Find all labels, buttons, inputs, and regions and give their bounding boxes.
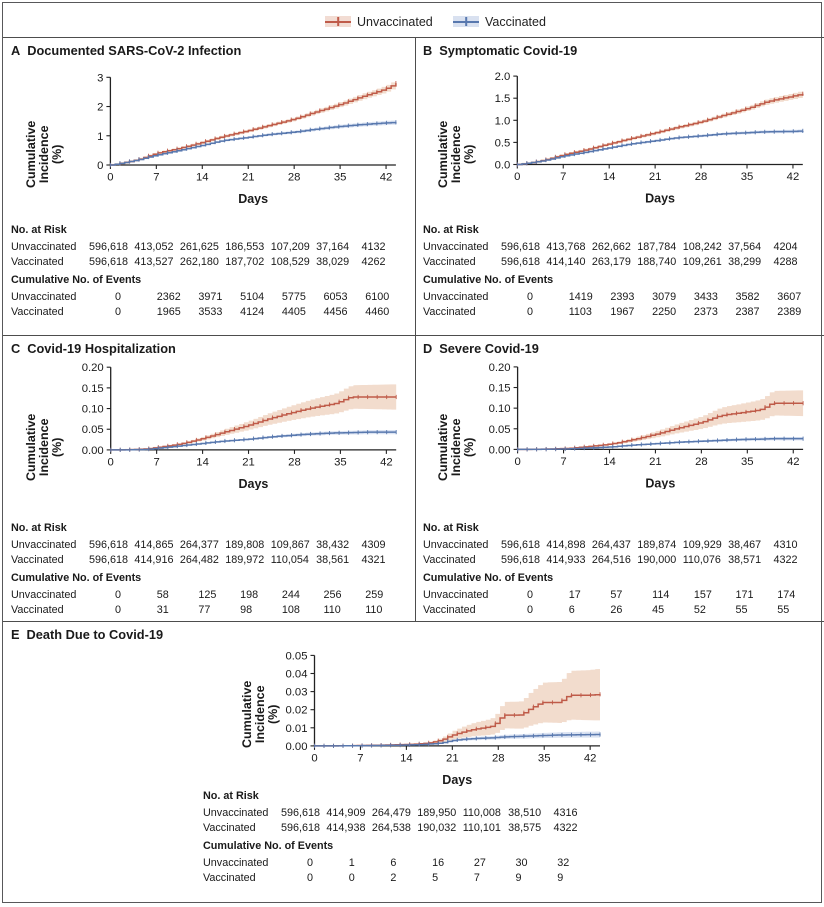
svg-text:2.0: 2.0 [495, 71, 511, 83]
svg-text:7: 7 [357, 752, 363, 764]
svg-text:0.00: 0.00 [489, 444, 511, 456]
svg-text:42: 42 [584, 752, 597, 764]
svg-text:0.15: 0.15 [82, 383, 104, 395]
svg-text:28: 28 [492, 752, 505, 764]
svg-text:35: 35 [741, 171, 754, 183]
svg-text:3: 3 [97, 72, 103, 84]
svg-text:35: 35 [741, 456, 754, 468]
svg-text:28: 28 [695, 456, 708, 468]
svg-text:42: 42 [787, 456, 800, 468]
svg-text:0.0: 0.0 [495, 160, 511, 172]
svg-text:35: 35 [334, 456, 347, 468]
svg-text:14: 14 [196, 172, 209, 184]
svg-text:1: 1 [97, 131, 103, 143]
svg-text:0.02: 0.02 [286, 704, 308, 716]
svg-text:35: 35 [538, 752, 551, 764]
svg-text:Days: Days [238, 192, 268, 205]
svg-text:0.03: 0.03 [286, 686, 308, 698]
svg-text:0.00: 0.00 [286, 740, 308, 752]
svg-text:21: 21 [242, 172, 255, 184]
svg-text:0.20: 0.20 [489, 362, 511, 374]
svg-text:42: 42 [787, 171, 800, 183]
svg-text:42: 42 [380, 456, 393, 468]
svg-text:Days: Days [442, 772, 472, 785]
svg-text:1.5: 1.5 [495, 93, 511, 105]
svg-text:0.05: 0.05 [489, 424, 511, 436]
svg-text:28: 28 [288, 172, 301, 184]
svg-text:35: 35 [334, 172, 347, 184]
svg-text:21: 21 [242, 456, 255, 468]
svg-text:0.15: 0.15 [489, 383, 511, 395]
svg-text:0.5: 0.5 [495, 137, 511, 149]
svg-text:7: 7 [560, 171, 566, 183]
svg-text:0: 0 [97, 160, 103, 172]
svg-text:0.10: 0.10 [489, 403, 511, 415]
svg-text:14: 14 [603, 171, 616, 183]
svg-text:0.01: 0.01 [286, 722, 308, 734]
svg-text:14: 14 [196, 456, 209, 468]
svg-text:0: 0 [107, 172, 113, 184]
svg-text:0.00: 0.00 [82, 445, 104, 457]
svg-text:14: 14 [400, 752, 413, 764]
svg-text:0: 0 [108, 456, 114, 468]
svg-text:7: 7 [153, 172, 159, 184]
svg-text:0.05: 0.05 [286, 650, 308, 662]
svg-text:1.0: 1.0 [495, 115, 511, 127]
svg-text:0: 0 [514, 456, 520, 468]
svg-text:28: 28 [695, 171, 708, 183]
svg-text:0: 0 [514, 171, 520, 183]
svg-text:Days: Days [239, 477, 269, 490]
svg-text:7: 7 [153, 456, 159, 468]
svg-text:0.05: 0.05 [82, 424, 104, 436]
svg-text:Days: Days [645, 476, 675, 489]
svg-text:28: 28 [288, 456, 301, 468]
svg-text:0.04: 0.04 [286, 668, 308, 680]
svg-text:21: 21 [649, 456, 662, 468]
svg-text:0.20: 0.20 [82, 362, 104, 374]
svg-text:21: 21 [446, 752, 459, 764]
svg-text:7: 7 [560, 456, 566, 468]
svg-text:2: 2 [97, 102, 103, 114]
svg-text:Days: Days [645, 192, 675, 206]
svg-text:21: 21 [649, 171, 662, 183]
svg-text:42: 42 [380, 172, 393, 184]
svg-text:14: 14 [603, 456, 616, 468]
svg-text:0.10: 0.10 [82, 404, 104, 416]
svg-text:0: 0 [311, 752, 317, 764]
